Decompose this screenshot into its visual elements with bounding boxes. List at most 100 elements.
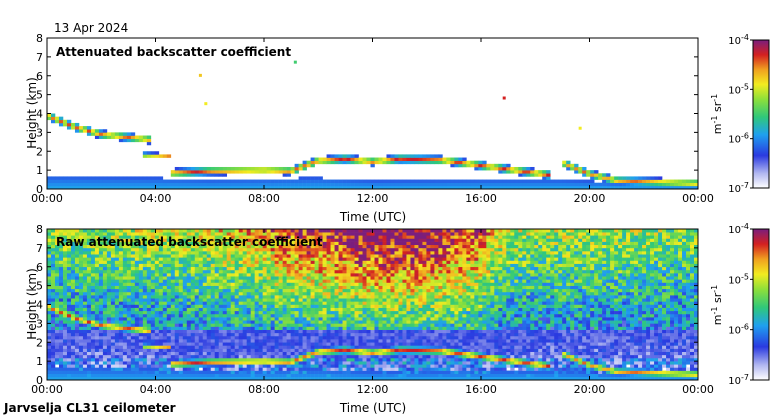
heat-cell [182,342,188,346]
heat-cell [78,345,84,349]
heat-cell [338,304,343,308]
heat-cell [174,326,180,330]
heat-cell [450,182,455,187]
heat-cell [354,361,359,365]
heat-cell [290,282,295,286]
heat-cell [354,238,359,242]
heat-cell [230,166,236,171]
heat-cell [270,254,275,258]
heat-cell [270,373,275,378]
heat-cell [62,307,68,312]
heat-cell [114,329,120,334]
heat-cell [142,241,148,246]
heat-cell [310,266,315,271]
colorbar-label-1: m-1 sr-1 [710,94,724,134]
heat-cell [274,348,279,352]
heat-cell [342,351,347,356]
heat-cell [298,339,303,343]
heat-cell [366,241,371,246]
heat-cell [254,260,259,264]
heat-cell [130,354,136,359]
heat-cell [310,276,315,280]
heat-cell [286,335,291,340]
heat-cell [534,185,539,190]
heat-cell [242,229,247,233]
heat-cell [166,304,172,308]
heat-cell [258,285,263,290]
heat-cell [318,185,323,190]
heat-cell [286,307,291,312]
heat-cell [318,332,323,337]
heat-cell [286,376,291,381]
heat-cell [230,279,236,283]
heat-cell [194,285,200,290]
heat-cell [47,232,52,236]
heat-cell [310,176,315,180]
heat-cell [246,166,251,171]
heat-cell [222,254,228,258]
heat-cell [346,304,351,308]
heat-cell [262,376,267,381]
heat-cell [290,332,295,337]
heat-cell [134,361,140,365]
heat-cell [130,367,136,371]
heat-cell [458,185,463,190]
heat-cell [214,257,220,261]
heat-cell [150,232,156,236]
heat-cell [622,176,627,180]
heat-cell [198,269,204,274]
heat-cell [226,282,232,286]
heat-cell [114,288,120,293]
heat-cell [210,301,216,305]
heat-cell [114,376,120,381]
heat-cell [374,251,379,255]
heat-cell [182,173,188,177]
heat-cell [158,257,164,261]
heat-cell [274,345,279,349]
heat-cell [90,182,96,187]
heat-cell [186,266,192,271]
heat-cell [334,295,339,299]
heat-cell [74,332,80,337]
heat-cell [258,166,263,171]
heat-cell [186,307,192,312]
heat-cell [90,345,96,349]
heat-cell [326,329,331,334]
heat-cell [150,238,156,242]
heat-cell [370,307,375,312]
heat-cell [242,361,247,365]
heat-cell [342,232,347,236]
heat-cell [222,361,228,365]
heat-cell [302,304,307,308]
heat-cell [154,351,160,356]
heat-cell [278,182,283,187]
heat-cell [338,357,343,362]
heat-cell [146,138,152,143]
heat-cell [230,263,236,268]
heat-cell [118,376,124,381]
heat-cell [58,301,64,305]
heat-cell [278,235,283,239]
heat-cell [374,247,379,252]
heat-cell [350,345,355,349]
heat-cell [54,317,60,321]
heat-cell [378,376,383,381]
heat-cell [274,335,279,340]
heat-cell [266,241,271,246]
heat-cell [78,263,84,268]
heat-cell [210,376,216,381]
heat-cell [106,279,112,283]
heat-cell [110,345,116,349]
heat-cell [334,254,339,258]
heat-cell [330,247,335,252]
heat-cell [374,288,379,293]
heat-cell [358,232,363,236]
heat-cell [446,185,451,190]
heat-cell [174,273,180,277]
heat-cell [346,345,351,349]
heat-cell [226,273,232,277]
heat-cell [282,247,287,252]
heat-cell [294,348,299,352]
heat-cell [94,269,100,274]
heat-cell [90,354,96,359]
